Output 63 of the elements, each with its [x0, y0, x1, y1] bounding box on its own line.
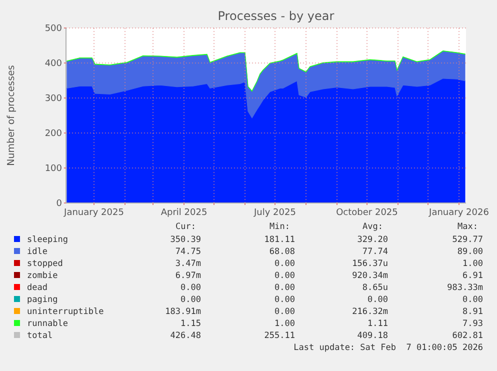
y-axis-title: Number of processes: [6, 65, 17, 166]
text: 8.91: [462, 307, 483, 317]
text: 0.00: [274, 283, 295, 293]
text: 0.00: [274, 259, 295, 269]
x-tick-label: January 2026: [428, 208, 490, 218]
text: 350.39: [170, 235, 201, 245]
legend-label: stopped: [27, 259, 63, 269]
text: 0.00: [274, 271, 295, 281]
text: 0.00: [274, 307, 295, 317]
legend-label: runnable: [27, 319, 68, 329]
text: 3.47m: [175, 259, 201, 269]
y-tick-label: 0: [56, 199, 62, 209]
text: 6.91: [462, 271, 483, 281]
text: 0.00: [180, 283, 201, 293]
text: 183.91m: [165, 307, 201, 317]
text: 89.00: [457, 247, 483, 257]
text: 920.34m: [352, 271, 388, 281]
x-tick-label: January 2025: [63, 208, 124, 218]
y-tick-label: 500: [44, 24, 62, 34]
text: 255.11: [264, 331, 295, 341]
text: 983.33m: [447, 283, 483, 293]
text: 409.18: [357, 331, 388, 341]
legend-label: sleeping: [27, 235, 68, 245]
text: 602.81: [452, 331, 483, 341]
text: Max:: [458, 222, 478, 232]
text: 0.00: [274, 295, 295, 305]
text: 0.00: [368, 295, 388, 305]
text: 1.00: [274, 319, 295, 329]
text: 7.93: [462, 319, 483, 329]
text: 0.00: [180, 295, 201, 305]
text: 1.15: [180, 319, 201, 329]
text: 1.11: [368, 319, 388, 329]
x-tick-label: October 2025: [336, 208, 398, 218]
legend-label: total: [27, 331, 53, 341]
text: 216.32m: [352, 307, 388, 317]
y-tick-label: 100: [44, 164, 62, 174]
legend-label: uninterruptible: [27, 307, 104, 317]
text: 529.77: [452, 235, 483, 245]
y-tick-label: 200: [44, 129, 62, 139]
text: 6.97m: [175, 271, 201, 281]
text: 0.00: [462, 295, 483, 305]
text: 74.75: [175, 247, 201, 257]
text: 329.20: [357, 235, 388, 245]
text: 8.65u: [362, 283, 388, 293]
text: 68.08: [269, 247, 295, 257]
text: 77.74: [362, 247, 388, 257]
text: 156.37u: [352, 259, 388, 269]
x-tick-label: April 2025: [160, 208, 208, 218]
chart-title: Processes - by year: [218, 9, 334, 23]
text: Min:: [270, 222, 290, 232]
text: Avg:: [362, 222, 383, 232]
legend-label: idle: [27, 247, 48, 257]
text: 426.48: [170, 331, 201, 341]
text: Last update: Sat Feb 7 01:00:05 2026: [294, 343, 483, 353]
legend-label: zombie: [27, 271, 58, 281]
text: 181.11: [264, 235, 295, 245]
text: 1.00: [462, 259, 483, 269]
legend-label: dead: [27, 283, 48, 293]
text: Cur:: [176, 222, 196, 232]
legend-label: paging: [27, 295, 58, 305]
x-tick-label: July 2025: [253, 208, 296, 218]
y-tick-label: 300: [44, 94, 62, 104]
y-tick-label: 400: [44, 59, 62, 69]
